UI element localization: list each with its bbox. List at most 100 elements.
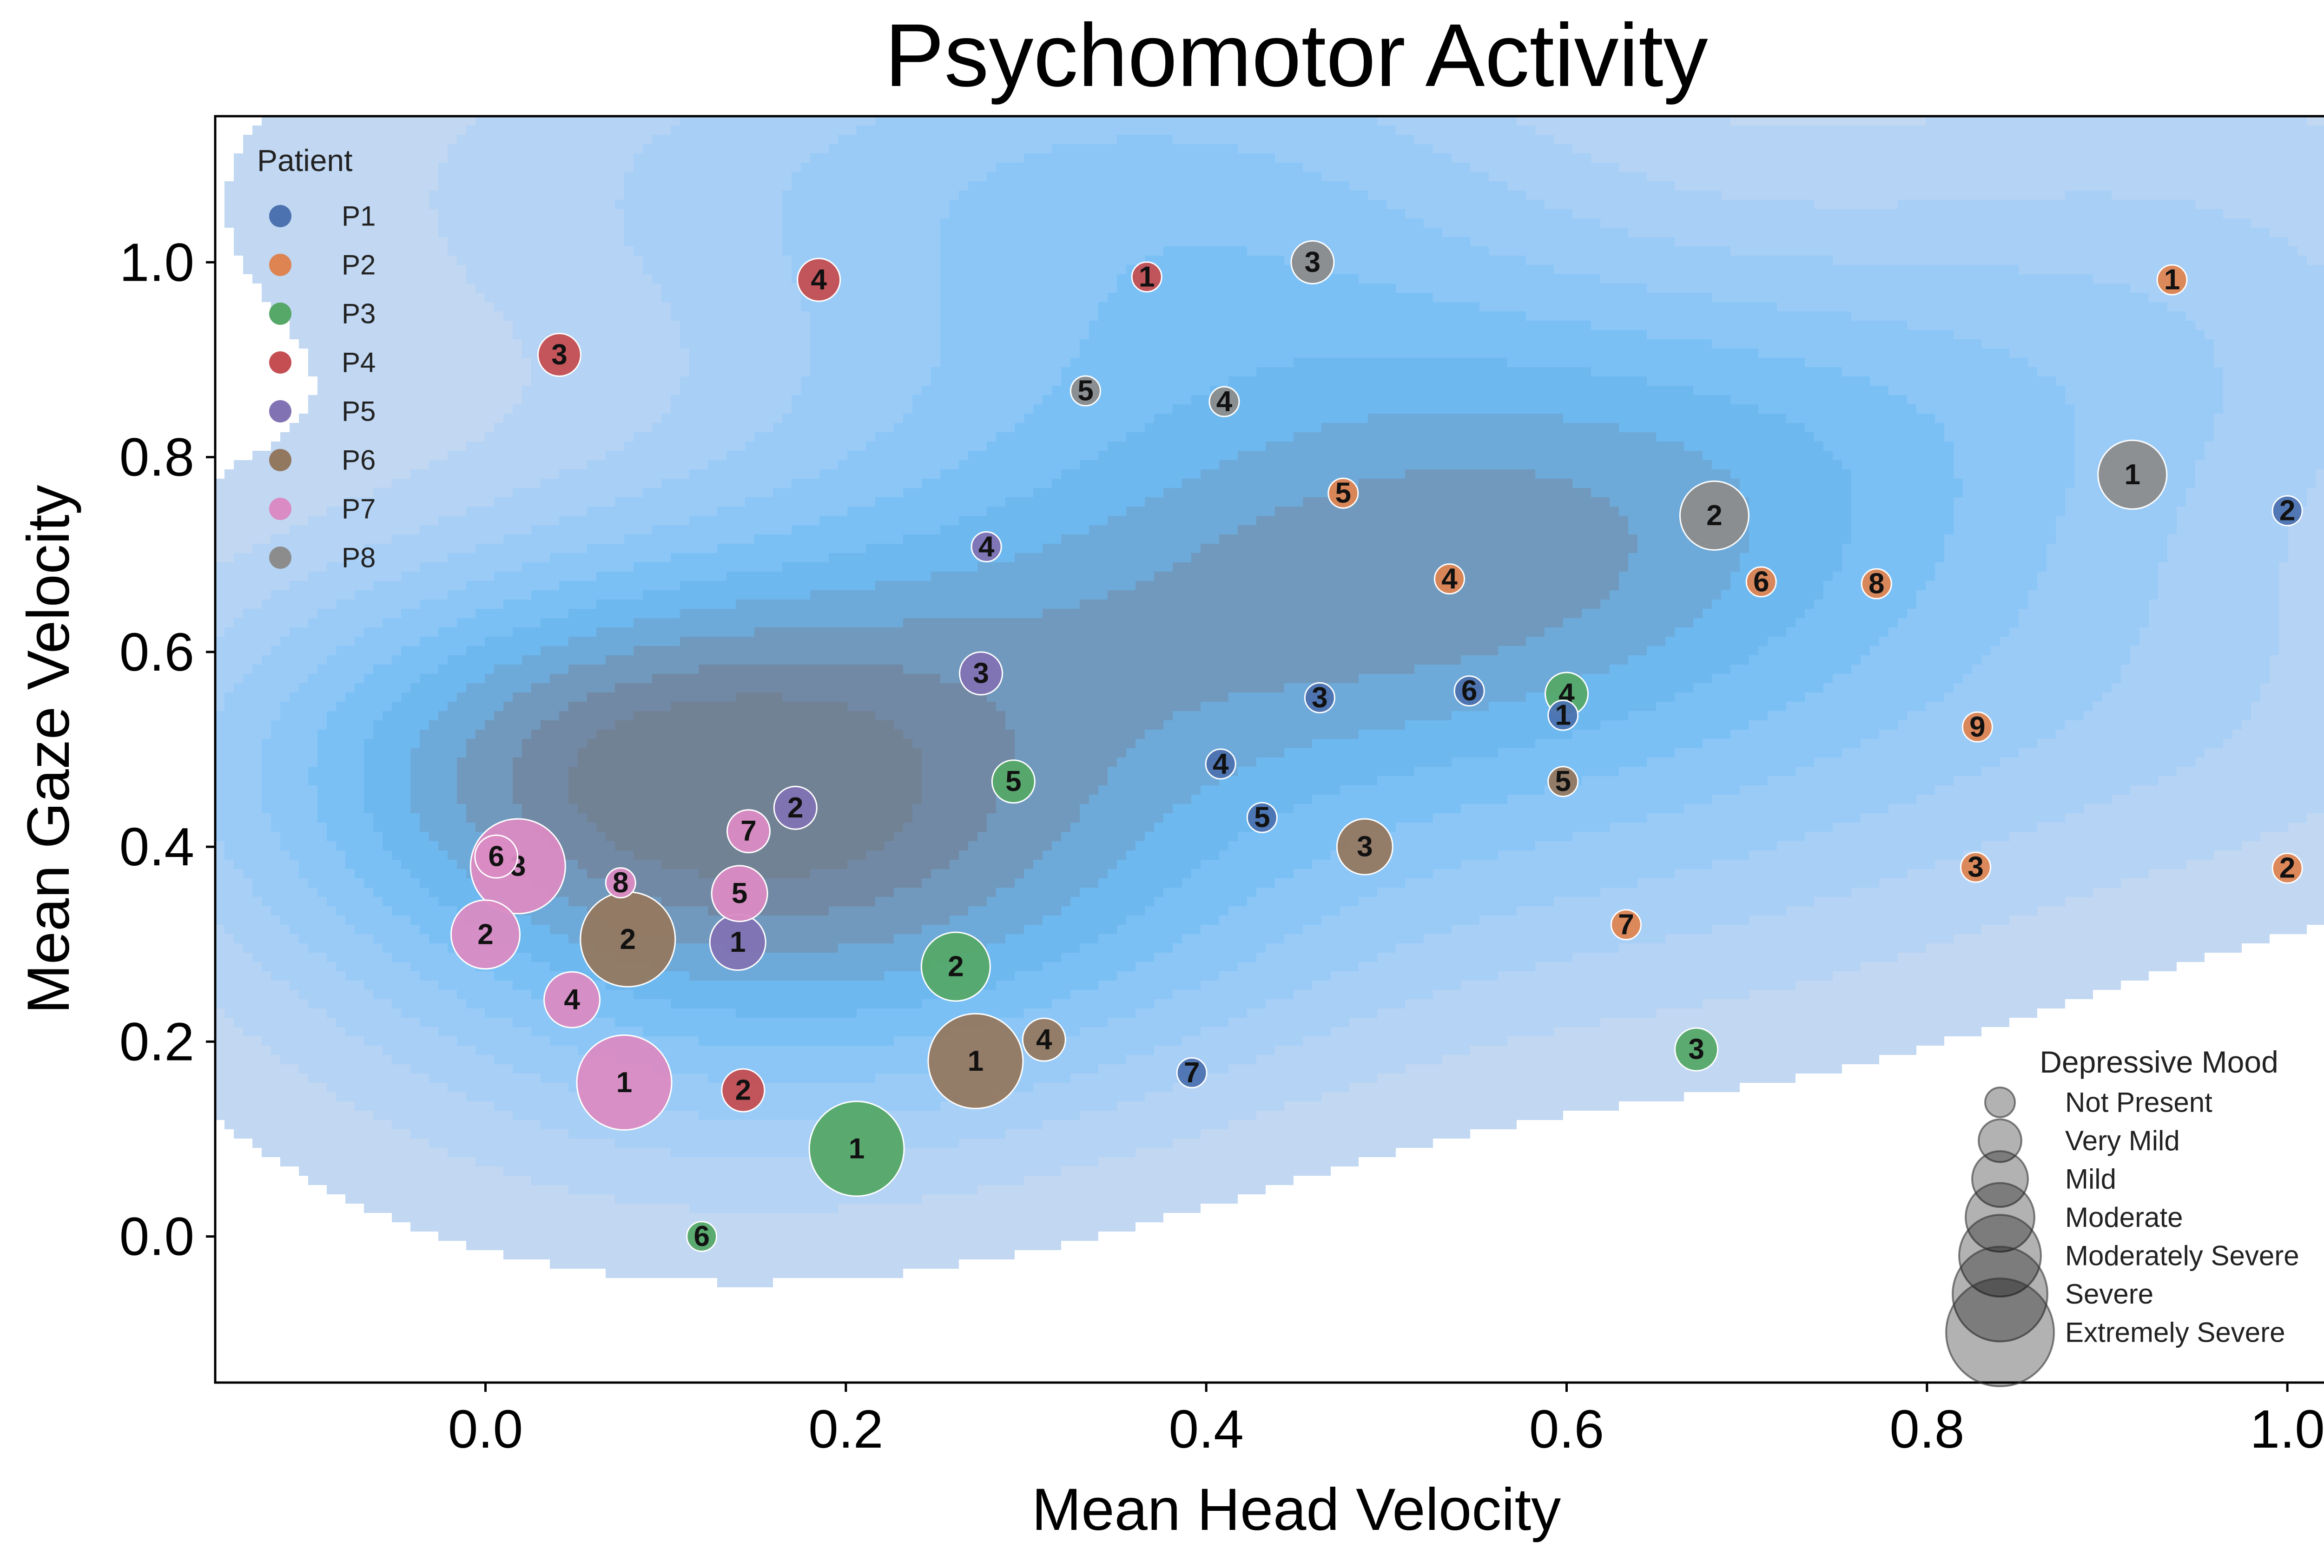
legend-size: Depressive Mood Not Present Very Mild Mild M… — [1945, 1045, 2299, 1387]
point-label: 6 — [1753, 566, 1769, 598]
point-marker — [971, 531, 1002, 562]
point-p6-4: 4 — [1022, 1017, 1066, 1062]
point-p5-4: 4 — [971, 531, 1002, 563]
point-label: 2 — [620, 923, 636, 955]
point-marker — [450, 899, 521, 970]
legend-item-p1: P1 — [269, 201, 376, 232]
legend-size-item: Extremely Severe — [1945, 1278, 2285, 1387]
x-tick-label: 0.4 — [1169, 1399, 1244, 1459]
point-marker — [537, 333, 581, 377]
legend-size-swatch — [1945, 1278, 2055, 1387]
point-p1-3: 3 — [1304, 682, 1335, 714]
legend-size-item: Not Present — [1984, 1087, 2212, 1118]
plot-frame — [214, 115, 2324, 1384]
point-p6-2: 2 — [580, 891, 676, 988]
legend-patient-title: Patient — [257, 143, 352, 178]
point-p1-4: 4 — [1205, 748, 1236, 780]
legend-size-label: Severe — [2065, 1278, 2153, 1310]
point-label: 9 — [1969, 711, 1985, 743]
point-label: 2 — [787, 792, 803, 824]
point-p3-1: 1 — [808, 1100, 905, 1197]
point-label: 1 — [2125, 459, 2140, 491]
point-marker — [543, 971, 601, 1028]
y-tick-label: 0.4 — [119, 817, 194, 877]
point-label: 8 — [613, 867, 628, 899]
legend-item-p6: P6 — [269, 445, 376, 476]
x-axis-label: Mean Head Velocity — [1032, 1476, 1561, 1543]
point-marker — [721, 1068, 766, 1113]
point-p1-5: 5 — [1246, 802, 1278, 834]
legend-label: P5 — [342, 396, 376, 427]
point-marker — [1176, 1057, 1208, 1088]
point-p3-2: 2 — [920, 931, 991, 1002]
point-p2-1: 1 — [2156, 264, 2188, 296]
legend-swatch — [269, 205, 291, 227]
legend-size-label: Moderately Severe — [2065, 1240, 2299, 1272]
legend-swatch — [269, 400, 291, 422]
legend-size-swatch — [1971, 1150, 2029, 1208]
point-label: 6 — [489, 841, 504, 873]
point-label: 5 — [1254, 802, 1270, 834]
legend-size-swatch — [1984, 1087, 2016, 1118]
point-label: 3 — [1305, 246, 1320, 278]
point-label: 1 — [849, 1133, 865, 1165]
point-label: 2 — [477, 918, 493, 950]
point-p5-3: 3 — [959, 651, 1004, 696]
point-marker — [1679, 480, 1750, 551]
point-p3-6: 6 — [686, 1220, 718, 1252]
point-p3-3: 3 — [1674, 1027, 1719, 1072]
point-label: 7 — [740, 815, 756, 847]
point-marker — [1547, 766, 1579, 797]
legend-size-label: Extremely Severe — [2065, 1317, 2285, 1348]
point-marker — [959, 651, 1004, 696]
point-marker — [605, 867, 636, 899]
y-tick-label: 0.8 — [119, 427, 194, 488]
point-label: 5 — [1077, 375, 1093, 407]
point-label: 4 — [564, 984, 580, 1016]
point-label: 3 — [973, 658, 989, 690]
point-label: 1 — [968, 1045, 984, 1077]
point-p4-2: 2 — [721, 1068, 766, 1113]
legend-item-p3: P3 — [269, 298, 376, 329]
point-marker — [1610, 909, 1642, 941]
point-marker — [1674, 1027, 1719, 1072]
legend-size-swatch — [1952, 1245, 2048, 1343]
point-label: 2 — [948, 950, 964, 982]
point-marker — [920, 931, 991, 1002]
point-marker — [1290, 240, 1335, 284]
point-p1-6: 6 — [1453, 675, 1485, 707]
point-p3-5: 5 — [991, 759, 1036, 804]
point-marker — [1022, 1017, 1066, 1062]
legend-label: P2 — [342, 250, 376, 281]
point-marker — [2097, 439, 2168, 510]
legend-size-item: Very Mild — [1978, 1118, 2180, 1163]
point-label: 4 — [1036, 1024, 1052, 1056]
point-marker — [1453, 675, 1485, 707]
legend-size-swatch — [1958, 1214, 2042, 1298]
legend-size-label: Not Present — [2065, 1087, 2212, 1118]
chart-title: Psychomotor Activity — [885, 5, 1708, 105]
point-marker — [1960, 851, 1992, 883]
x-tick-label: 0.2 — [808, 1399, 883, 1459]
density-level-11 — [568, 692, 922, 878]
point-marker — [1070, 375, 1101, 407]
legend-patient: Patient P1 P2 P3 P4 P5 P6 P7 P8 — [257, 143, 376, 573]
y-tick-label: 0.0 — [119, 1206, 194, 1267]
point-label: 2 — [735, 1074, 751, 1107]
point-label: 3 — [1357, 831, 1373, 863]
legend-swatch — [269, 547, 291, 569]
point-label: 1 — [1139, 261, 1155, 293]
point-p8-4: 4 — [1208, 386, 1240, 418]
point-p5-1: 1 — [709, 914, 766, 971]
point-p2-9: 9 — [1961, 711, 1993, 743]
legend-item-p7: P7 — [269, 494, 376, 525]
point-marker — [1434, 563, 1466, 595]
point-label: 2 — [1706, 500, 1722, 532]
x-tick-label: 0.0 — [448, 1399, 523, 1459]
legend-label: P7 — [342, 494, 376, 525]
legend-size-label: Mild — [2065, 1164, 2116, 1195]
point-marker — [1208, 386, 1240, 417]
axes: 0.0 0.2 0.4 0.6 0.8 1.0 0.0 0.2 0.4 0.6 0.8 1.0 Psyc… — [15, 5, 2324, 1543]
point-p2-4: 4 — [1434, 563, 1466, 595]
